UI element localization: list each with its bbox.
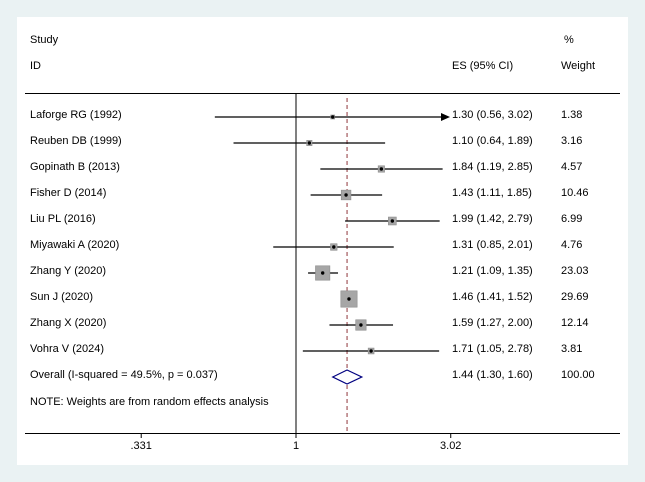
- study-label: Laforge RG (1992): [30, 109, 122, 121]
- column-header-percent: %: [564, 34, 574, 46]
- overall-diamond: [331, 369, 364, 385]
- point-estimate-marker: [344, 193, 348, 197]
- study-label: Zhang Y (2020): [30, 265, 107, 277]
- study-es-ci: 1.99 (1.42, 2.79): [452, 213, 533, 225]
- study-label: Sun J (2020): [30, 291, 93, 303]
- study-weight: 23.03: [561, 265, 589, 277]
- study-weight: 10.46: [561, 187, 589, 199]
- study-label: Liu PL (2016): [30, 213, 96, 225]
- study-weight: 4.57: [561, 161, 583, 173]
- column-header-weight: Weight: [561, 60, 596, 72]
- plot-panel: [17, 17, 628, 465]
- point-estimate-marker: [331, 115, 335, 119]
- study-weight: 12.14: [561, 317, 589, 329]
- point-estimate-marker: [390, 219, 395, 223]
- study-weight: 1.38: [561, 109, 583, 121]
- column-header-id: ID: [30, 60, 41, 72]
- note-text: NOTE: Weights are from random effects an…: [30, 396, 269, 408]
- study-es-ci: 1.71 (1.05, 2.78): [452, 343, 533, 355]
- point-estimate-marker: [332, 245, 336, 249]
- point-estimate-marker: [347, 297, 351, 301]
- study-es-ci: 1.59 (1.27, 2.00): [452, 317, 533, 329]
- study-es-ci: 1.31 (0.85, 2.01): [452, 239, 533, 251]
- overall-weight: 100.00: [561, 369, 595, 381]
- column-header-study: Study: [30, 34, 59, 46]
- study-es-ci: 1.46 (1.41, 1.52): [452, 291, 533, 303]
- study-es-ci: 1.10 (0.64, 1.89): [452, 135, 533, 147]
- point-estimate-marker: [369, 349, 373, 353]
- study-es-ci: 1.21 (1.09, 1.35): [452, 265, 533, 277]
- axis-tick-label: 1: [292, 440, 300, 452]
- point-estimate-marker: [320, 271, 325, 275]
- study-label: Vohra V (2024): [30, 343, 104, 355]
- ci-clipped-arrow: [441, 113, 450, 121]
- study-label: Reuben DB (1999): [30, 135, 122, 147]
- point-estimate-marker: [379, 167, 384, 171]
- axis-tick-label: 3.02: [440, 440, 462, 452]
- study-es-ci: 1.43 (1.11, 1.85): [452, 187, 532, 199]
- study-label: Miyawaki A (2020): [30, 239, 120, 251]
- study-label: Zhang X (2020): [30, 317, 107, 329]
- point-estimate-marker: [307, 141, 312, 145]
- study-label: Gopinath B (2013): [30, 161, 120, 173]
- study-weight: 29.69: [561, 291, 589, 303]
- axis-tick-label: .331: [130, 440, 152, 452]
- study-weight: 4.76: [561, 239, 583, 251]
- column-header-es-ci: ES (95% CI): [452, 60, 514, 72]
- study-weight: 6.99: [561, 213, 583, 225]
- point-estimate-marker: [359, 323, 363, 327]
- overall-es-ci: 1.44 (1.30, 1.60): [452, 369, 533, 381]
- study-label: Fisher D (2014): [30, 187, 107, 199]
- study-weight: 3.81: [561, 343, 583, 355]
- study-weight: 3.16: [561, 135, 583, 147]
- study-es-ci: 1.30 (0.56, 3.02): [452, 109, 533, 121]
- study-es-ci: 1.84 (1.19, 2.85): [452, 161, 533, 173]
- overall-label: Overall (I-squared = 49.5%, p = 0.037): [30, 369, 218, 381]
